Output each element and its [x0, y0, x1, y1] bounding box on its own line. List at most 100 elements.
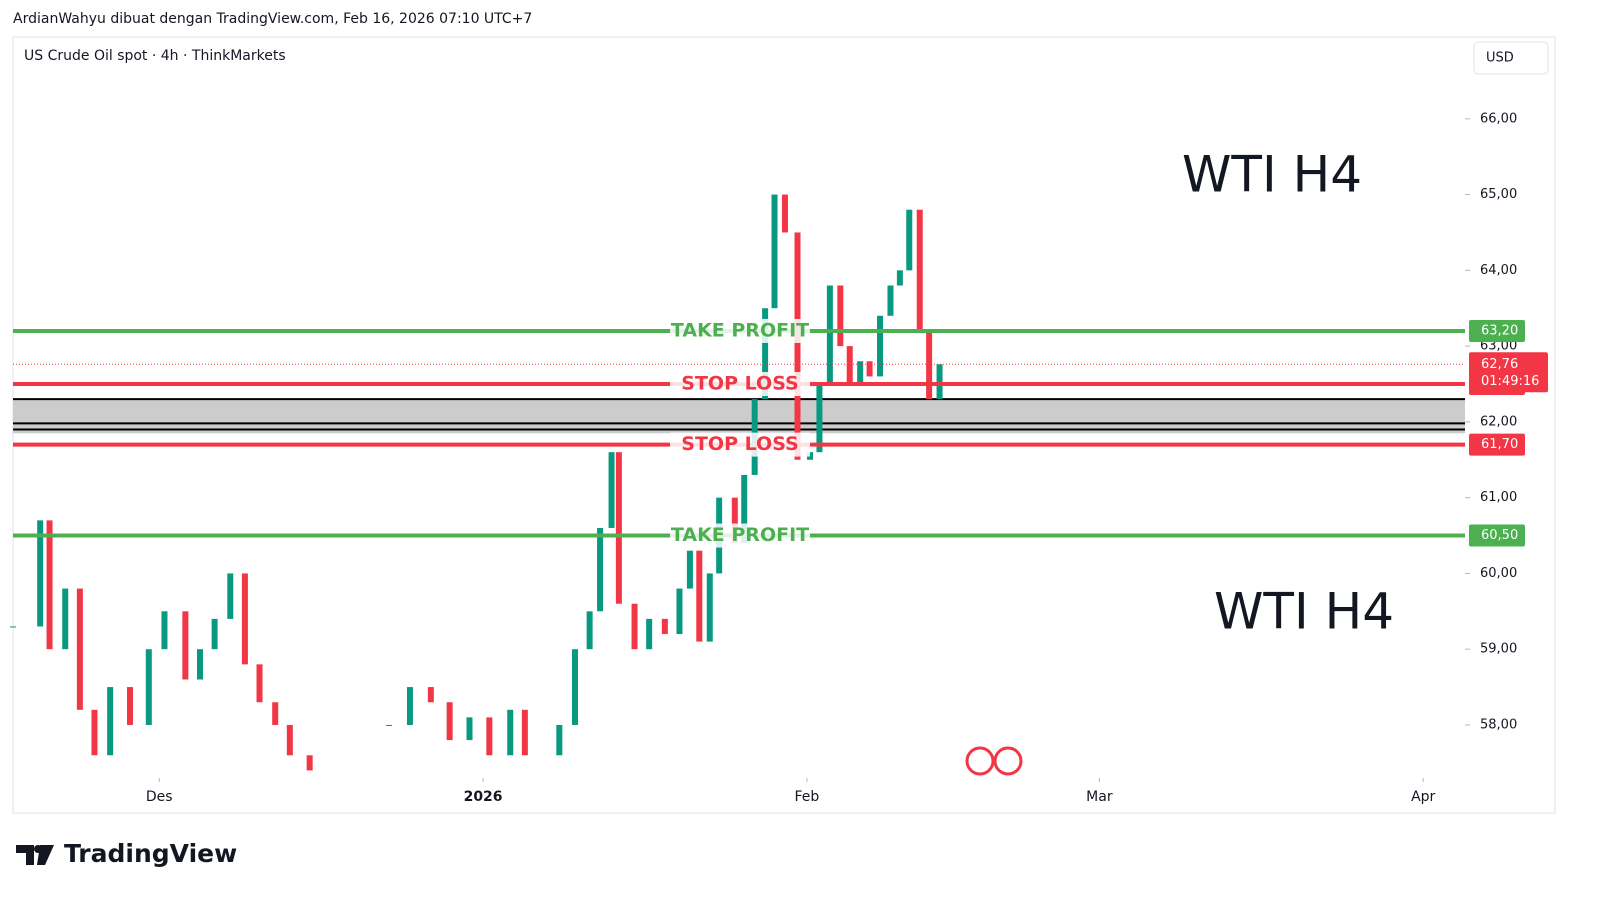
- y-tick-label: 66,00: [1480, 111, 1517, 126]
- price-tag: [1469, 433, 1525, 456]
- y-tick-label: 61,00: [1480, 490, 1517, 505]
- candle: [427, 687, 434, 703]
- candle: [486, 717, 493, 756]
- zone: [13, 399, 1465, 434]
- candle: [62, 588, 69, 650]
- candle: [227, 573, 234, 619]
- y-tick-label: 60,00: [1480, 566, 1517, 581]
- candle: [887, 285, 894, 316]
- level-label: STOP LOSS: [681, 433, 798, 455]
- candle: [46, 520, 53, 650]
- candle: [386, 724, 393, 726]
- candle: [126, 687, 133, 725]
- candle: [145, 649, 152, 725]
- candle: [211, 618, 218, 650]
- level-label-bg: [670, 318, 810, 343]
- candle: [286, 724, 293, 756]
- candle: [10, 626, 16, 628]
- candle: [771, 194, 778, 309]
- candle: [794, 232, 801, 460]
- last-price-tag: [1469, 352, 1548, 393]
- candle: [741, 474, 748, 544]
- candle: [646, 618, 653, 650]
- candle: [816, 383, 823, 453]
- candle: [406, 687, 413, 725]
- level-label-bg: [670, 432, 810, 457]
- candle: [241, 573, 248, 665]
- y-tick-label: 58,00: [1480, 717, 1517, 732]
- candle: [826, 285, 833, 384]
- event-icon[interactable]: [965, 746, 995, 776]
- x-tick-label: Mar: [1086, 789, 1113, 805]
- x-tick-label: Des: [146, 789, 173, 805]
- candle: [107, 687, 114, 756]
- y-tick-label: 59,00: [1480, 642, 1517, 657]
- candle: [896, 270, 903, 286]
- chart-title[interactable]: US Crude Oil spot · 4h · ThinkMarkets: [24, 48, 286, 64]
- candle: [76, 588, 83, 710]
- candle: [196, 649, 203, 680]
- candle: [521, 709, 528, 756]
- countdown: 01:49:16: [1481, 374, 1539, 389]
- candle: [272, 702, 279, 725]
- candle: [556, 724, 563, 756]
- logo-text: TradingView: [64, 839, 237, 868]
- level-label: TAKE PROFIT: [671, 524, 809, 546]
- candle: [182, 611, 189, 680]
- candle: [571, 649, 578, 725]
- level-label: STOP LOSS: [681, 372, 798, 394]
- candle: [936, 364, 943, 400]
- logo-mark: [16, 845, 54, 865]
- x-tick-label: Apr: [1411, 789, 1435, 805]
- y-tick-label: 64,00: [1480, 263, 1517, 278]
- candle: [466, 717, 473, 741]
- level-label-bg: [670, 523, 810, 548]
- price-tag: [1469, 319, 1525, 342]
- logo-dot: [34, 845, 42, 853]
- event-icons[interactable]: [965, 746, 1023, 776]
- candle: [906, 209, 913, 271]
- candle: [866, 361, 873, 377]
- currency[interactable]: USD: [1486, 51, 1514, 66]
- candle: [916, 209, 923, 331]
- price-tag-label: 63,20: [1481, 323, 1518, 338]
- candle: [807, 452, 814, 460]
- price-tag-label: 61,70: [1481, 437, 1518, 452]
- candle: [306, 755, 313, 771]
- candle: [37, 520, 44, 627]
- candle: [507, 709, 514, 756]
- price-tag-label: 60,50: [1481, 528, 1518, 543]
- annotation: WTI H4: [1182, 146, 1362, 204]
- candle: [762, 308, 769, 400]
- attribution: ArdianWahyu dibuat dengan TradingView.co…: [13, 11, 532, 27]
- candle: [686, 550, 693, 589]
- candle: [608, 452, 615, 528]
- level-label: TAKE PROFIT: [671, 319, 809, 341]
- candle: [597, 527, 604, 612]
- candle: [731, 497, 738, 544]
- currency-button[interactable]: [1473, 41, 1549, 75]
- candle: [696, 550, 703, 642]
- price-tag: [1469, 524, 1525, 547]
- annotation: WTI H4: [1214, 583, 1394, 641]
- candle: [877, 315, 884, 377]
- y-tick-label: 62,00: [1480, 414, 1517, 429]
- candle: [846, 346, 853, 384]
- x-tick-label: Feb: [795, 789, 820, 805]
- candle: [91, 709, 98, 756]
- x-tick-label: 2026: [464, 789, 503, 805]
- candle: [446, 702, 453, 741]
- event-icon[interactable]: [993, 746, 1023, 776]
- y-tick-label: 65,00: [1480, 187, 1517, 202]
- y-tick-label: 63,00: [1480, 339, 1517, 354]
- candle: [586, 611, 593, 650]
- candle: [857, 361, 864, 384]
- candle: [661, 618, 668, 635]
- candle: [256, 664, 263, 703]
- candle: [837, 285, 844, 347]
- last-price-label: 62,76: [1481, 357, 1518, 372]
- candle: [781, 194, 788, 233]
- level-label-bg: [670, 371, 810, 396]
